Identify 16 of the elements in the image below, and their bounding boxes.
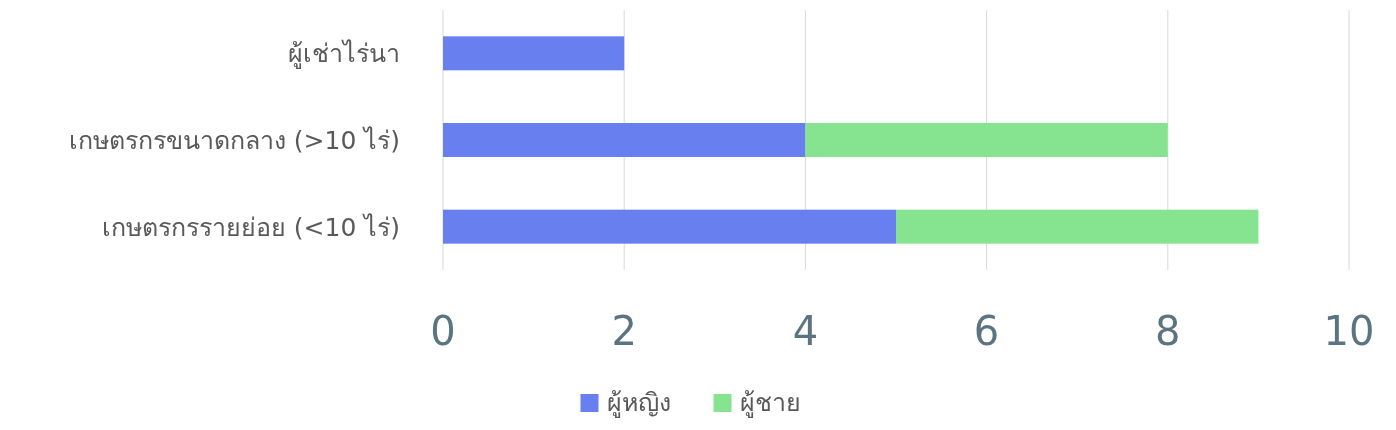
bar <box>896 209 1259 244</box>
bar <box>805 123 1168 157</box>
y-tick-label: ผู้เช่าไร่นา <box>288 39 400 70</box>
x-tick-label: 8 <box>1155 308 1181 354</box>
x-tick-label: 10 <box>1323 308 1375 354</box>
bar <box>443 36 625 71</box>
legend-label: ผู้หญิง <box>606 388 671 418</box>
x-tick-label: 0 <box>430 308 456 354</box>
x-tick-label: 6 <box>973 308 1000 354</box>
legend-label: ผู้ชาย <box>739 388 801 418</box>
y-tick-label: เกษตรกรขนาดกลาง (>10 ไร่) <box>68 126 400 155</box>
y-tick-label: เกษตรกรรายย่อย (<10 ไร่) <box>101 212 400 242</box>
x-tick-label: 4 <box>792 308 819 354</box>
bar <box>443 209 896 244</box>
bar <box>443 123 806 157</box>
x-tick-label: 2 <box>611 308 637 354</box>
